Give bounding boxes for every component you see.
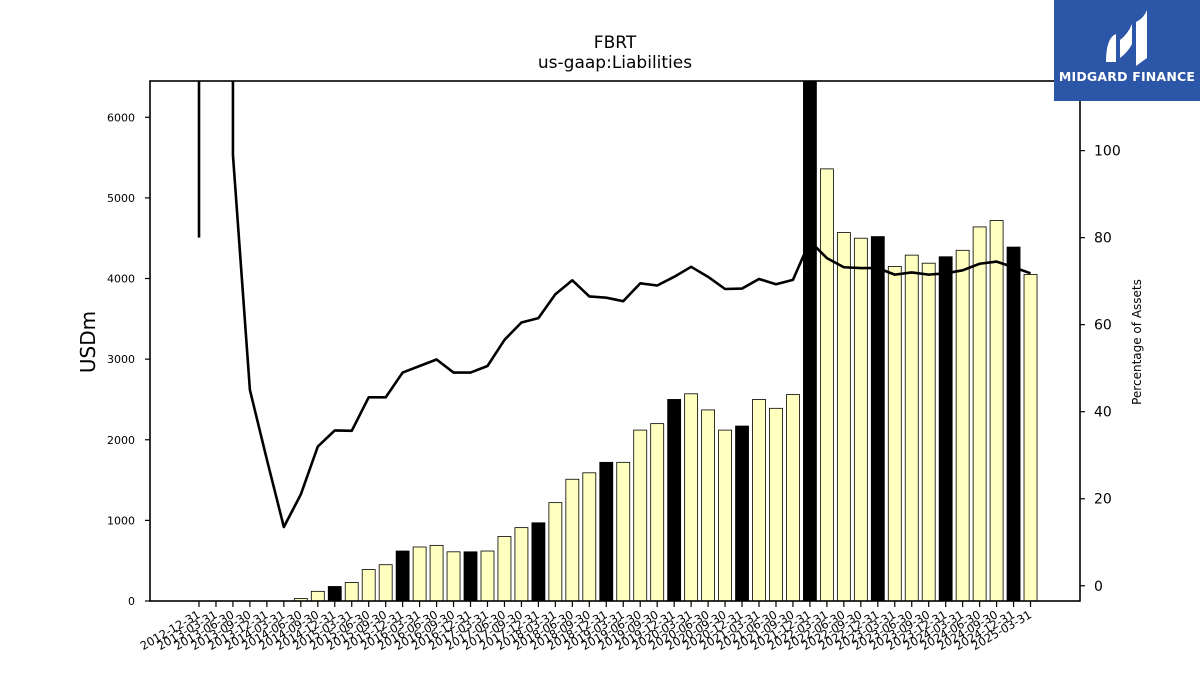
y-tick-label: 4000 — [107, 273, 135, 286]
bar — [412, 546, 427, 601]
ratio-line — [197, 81, 1031, 529]
bar — [752, 399, 766, 601]
y2-tick-label: 20 — [1094, 492, 1112, 508]
bar — [1006, 246, 1021, 601]
brand-name: MIDGARD FINANCE — [1058, 69, 1196, 84]
y2-axis-label: Percentage of Assets — [1130, 279, 1144, 405]
y-axis-label: USDm — [76, 310, 100, 374]
bar — [429, 544, 444, 601]
chart-title: FBRT — [593, 33, 637, 53]
bar — [989, 220, 1004, 601]
ratio-line-segment — [231, 154, 1031, 529]
bar — [616, 461, 631, 601]
y-tick-label: 3000 — [107, 353, 135, 366]
y-tick-label: 6000 — [107, 111, 135, 124]
y2-tick-label: 60 — [1094, 318, 1112, 334]
bar — [684, 393, 699, 601]
bar — [955, 249, 970, 601]
bar — [701, 409, 715, 601]
bar — [836, 232, 851, 601]
bar — [718, 429, 732, 601]
bar — [938, 256, 953, 601]
y-tick-label: 0 — [128, 595, 135, 608]
bar — [531, 522, 546, 601]
y-tick-label: 2000 — [107, 434, 135, 447]
plot-frame — [149, 80, 1081, 602]
y2-tick-label: 100 — [1094, 144, 1121, 160]
bar — [463, 551, 478, 601]
bar — [310, 590, 325, 601]
bar — [344, 582, 359, 601]
bar — [667, 399, 682, 601]
bar — [378, 564, 393, 601]
bar — [853, 237, 868, 601]
brand-logo: MIDGARD FINANCE — [1054, 0, 1200, 101]
bar — [650, 423, 665, 601]
bar — [514, 527, 529, 601]
bar — [735, 425, 749, 601]
midgard-logo-icon — [1106, 10, 1147, 66]
bar — [803, 81, 817, 601]
y-tick-label: 5000 — [107, 192, 135, 205]
y2-tick-label: 0 — [1094, 579, 1103, 595]
bar — [972, 226, 987, 601]
bar — [769, 407, 783, 601]
bar — [1023, 274, 1038, 601]
bar — [887, 266, 902, 601]
y2-tick-label: 40 — [1094, 405, 1112, 421]
bar — [548, 502, 563, 601]
y-tick-label: 1000 — [107, 514, 135, 527]
chart-subtitle: us-gaap:Liabilities — [537, 53, 693, 73]
bar — [395, 550, 410, 601]
bar — [904, 254, 919, 601]
bar — [565, 478, 580, 601]
bar — [870, 236, 885, 601]
y2-tick-label: 80 — [1094, 231, 1112, 247]
bars — [293, 81, 1038, 601]
bar — [480, 550, 495, 601]
bar — [582, 472, 597, 601]
bar — [633, 429, 648, 601]
bar — [497, 536, 512, 601]
bar — [293, 598, 308, 601]
bar — [921, 262, 936, 601]
bar — [361, 569, 376, 601]
bar — [599, 461, 614, 601]
bar — [327, 586, 342, 601]
bar — [786, 394, 800, 601]
bar — [819, 168, 834, 601]
bar — [446, 551, 461, 601]
